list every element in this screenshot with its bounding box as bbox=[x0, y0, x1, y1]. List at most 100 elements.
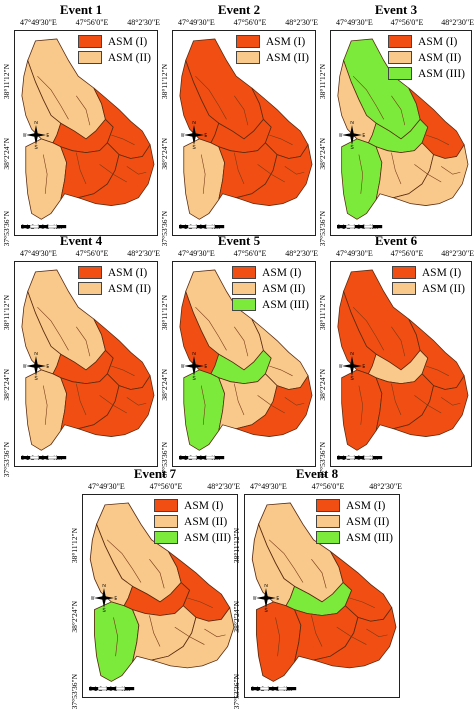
subbasin-boundary bbox=[200, 154, 206, 194]
longitude-labels: 47°49'30"E 47°56'0"E 48°2'30"E bbox=[250, 482, 402, 491]
legend-item: ASM (I) bbox=[232, 266, 309, 279]
subbasin-boundary bbox=[149, 559, 165, 589]
scale-bar: 0 1 2 4 6 8Km bbox=[251, 687, 297, 693]
subbasin-boundary bbox=[425, 365, 449, 377]
longitude-label: 47°56'0"E bbox=[233, 249, 267, 258]
compass-letter: N bbox=[192, 352, 196, 357]
legend-swatch bbox=[77, 35, 102, 48]
legend-item: ASM (I) bbox=[388, 35, 465, 48]
subbasin-boundary bbox=[336, 626, 367, 645]
compass-letter: E bbox=[276, 596, 279, 602]
compass-letter: N bbox=[350, 352, 354, 357]
compass-letter: N bbox=[34, 121, 38, 126]
panel-title: Event 8 bbox=[295, 466, 339, 481]
compass-letter: E bbox=[46, 133, 49, 139]
latitude-labels: 38°11'12"N 38°2'24"N 37°53'36"N bbox=[232, 492, 242, 709]
subbasin-boundary bbox=[311, 559, 327, 589]
watershed-map bbox=[251, 502, 397, 682]
legend-swatch bbox=[388, 35, 413, 48]
subbasin-boundary bbox=[200, 385, 206, 425]
longitude-label: 47°56'0"E bbox=[75, 249, 109, 258]
subbasin-boundary bbox=[366, 628, 388, 638]
map-frame: ASM (I) ASM (II) ASM (III) N S E W 0 1 2 4 6 8K… bbox=[82, 494, 238, 698]
scale-bar: 0 1 2 4 6 8Km bbox=[337, 225, 383, 231]
map-panel-event-4: Event 4 47°49'30"E 47°56'0"E 48°2'30"E ASM (… bbox=[2, 233, 160, 477]
subbasin-boundary bbox=[195, 306, 227, 351]
legend: ASM (I) ASM (II) bbox=[77, 266, 151, 298]
watershed-map bbox=[337, 269, 469, 451]
latitude-label: 37°53'36"N bbox=[70, 673, 79, 709]
legend-label: ASM (III) bbox=[184, 531, 231, 544]
latitude-label: 38°11'12"N bbox=[318, 295, 327, 331]
legend-label: ASM (I) bbox=[184, 499, 224, 512]
legend: ASM (I) ASM (II) ASM (III) bbox=[232, 266, 309, 314]
compass-letter: W bbox=[253, 596, 257, 602]
compass-letter: W bbox=[339, 364, 343, 370]
latitude-label: 38°11'12"N bbox=[160, 295, 169, 331]
subbasin-boundary bbox=[391, 383, 402, 416]
longitude-labels: 47°49'30"E 47°56'0"E 48°2'30"E bbox=[178, 18, 318, 27]
legend-swatch bbox=[391, 266, 416, 279]
zone-southwest bbox=[183, 138, 225, 220]
legend-swatch bbox=[316, 515, 341, 528]
legend-item: ASM (III) bbox=[388, 67, 465, 80]
legend-label: ASM (III) bbox=[262, 298, 309, 311]
longitude-label: 48°2'30"E bbox=[285, 18, 318, 27]
legend-swatch bbox=[391, 282, 416, 295]
legend-item: ASM (II) bbox=[388, 51, 465, 64]
legend-label: ASM (I) bbox=[265, 35, 306, 48]
legend-item: ASM (II) bbox=[232, 282, 309, 295]
map-frame: ASM (I) ASM (II) ASM (III) N S E W 0 1 2 4 6 8K… bbox=[330, 30, 472, 236]
subbasin-boundary bbox=[234, 95, 249, 126]
latitude-label: 38°2'24"N bbox=[2, 137, 11, 170]
longitude-label: 47°49'30"E bbox=[250, 482, 287, 491]
legend-item: ASM (II) bbox=[77, 282, 151, 295]
compass-letter: E bbox=[46, 364, 49, 370]
longitude-labels: 47°49'30"E 47°56'0"E 48°2'30"E bbox=[336, 18, 474, 27]
map-frame: ASM (I) ASM (II) N S E W 0 1 2 4 6 8Km bbox=[14, 261, 158, 467]
legend-swatch bbox=[235, 35, 260, 48]
legend-item: ASM (II) bbox=[391, 282, 465, 295]
longitude-labels: 47°49'30"E 47°56'0"E 48°2'30"E bbox=[88, 482, 240, 491]
zone-southwest bbox=[256, 601, 302, 682]
compass-letter: E bbox=[362, 133, 365, 139]
compass-letter: S bbox=[34, 145, 38, 149]
map-panel-event-8: Event 8 47°49'30"E 47°56'0"E 48°2'30"E ASM (… bbox=[232, 466, 402, 709]
map-panel-event-6: Event 6 47°49'30"E 47°56'0"E 48°2'30"E ASM (… bbox=[318, 233, 474, 477]
subbasin-boundary bbox=[257, 164, 285, 183]
compass-letter: S bbox=[350, 145, 354, 149]
latitude-labels: 38°11'12"N 38°2'24"N 37°53'36"N bbox=[2, 28, 12, 246]
subbasin-boundary bbox=[234, 326, 249, 357]
longitude-label: 47°56'0"E bbox=[75, 18, 109, 27]
compass-letter: W bbox=[181, 364, 185, 370]
subbasin-boundary bbox=[195, 75, 227, 120]
subbasin-boundary bbox=[391, 326, 406, 357]
latitude-label: 38°2'24"N bbox=[318, 137, 327, 170]
subbasin-boundary bbox=[257, 395, 285, 414]
legend-swatch bbox=[232, 266, 257, 279]
latitude-labels: 38°11'12"N 38°2'24"N 37°53'36"N bbox=[2, 259, 12, 477]
legend-label: ASM (I) bbox=[107, 35, 148, 48]
subbasin-boundary bbox=[99, 164, 127, 183]
compass-letter: N bbox=[350, 121, 354, 126]
legend: ASM (I) ASM (II) ASM (III) bbox=[388, 35, 465, 83]
compass-letter: W bbox=[23, 364, 27, 370]
zone-southwest bbox=[183, 369, 225, 451]
compass-letter: S bbox=[264, 608, 268, 612]
watershed-map bbox=[337, 38, 469, 220]
panel-title: Event 2 bbox=[217, 2, 261, 17]
subbasin-boundary bbox=[76, 152, 87, 185]
subbasin-boundary bbox=[99, 395, 127, 414]
legend: ASM (I) ASM (II) ASM (III) bbox=[154, 499, 231, 547]
legend-label: ASM (I) bbox=[262, 266, 302, 279]
latitude-label: 38°2'24"N bbox=[70, 600, 79, 633]
legend-label: ASM (I) bbox=[107, 266, 148, 279]
latitude-label: 37°53'36"N bbox=[232, 673, 241, 709]
latitude-label: 38°11'12"N bbox=[2, 64, 11, 100]
longitude-labels: 47°49'30"E 47°56'0"E 48°2'30"E bbox=[336, 249, 474, 258]
subbasin-boundary bbox=[425, 134, 449, 146]
compass-letter: E bbox=[362, 364, 365, 370]
legend-swatch bbox=[232, 298, 257, 311]
legend-label: ASM (II) bbox=[107, 282, 151, 295]
legend-item: ASM (III) bbox=[154, 531, 231, 544]
